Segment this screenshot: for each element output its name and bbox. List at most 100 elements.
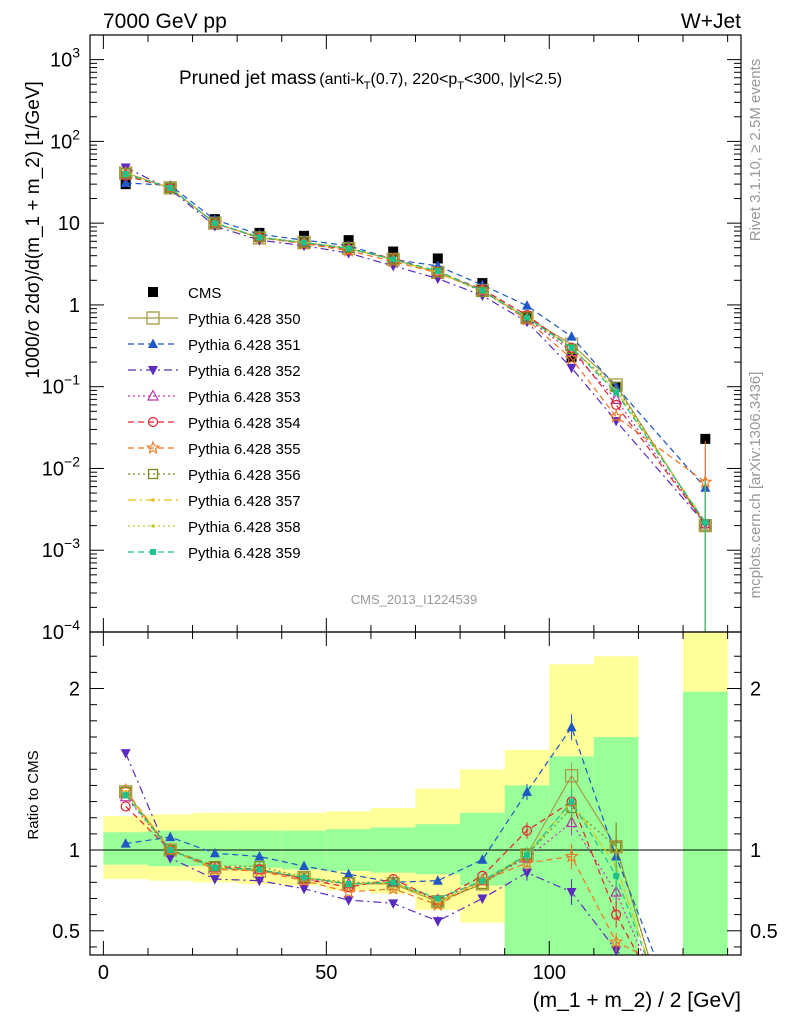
legend-label-7: Pythia 6.428 356 [188, 467, 301, 484]
ratio-ytick-label-right-0: 0.5 [750, 921, 778, 943]
ratio-point-5-5 [341, 884, 356, 899]
ratio-ytick-label-1: 1 [69, 840, 80, 862]
band-green-12 [683, 691, 728, 955]
legend-marker-4 [147, 389, 159, 401]
legend-marker-2 [148, 338, 158, 348]
legend-item-6: Pythia 6.428 355 [128, 440, 301, 458]
legend-marker-1 [146, 311, 160, 325]
point-3-10 [566, 363, 577, 374]
legend-marker-10 [150, 549, 156, 555]
ratio-line-4 [125, 800, 639, 955]
legend-item-4: Pythia 6.428 353 [128, 389, 301, 406]
legend-label-2: Pythia 6.428 351 [188, 337, 301, 354]
point-10-12 [702, 519, 709, 526]
ratio-point-2-9 [521, 868, 532, 879]
ratio-point-2-1 [165, 854, 176, 864]
chart-title: Pruned jet mass (anti-kT(0.7), 220<pT<300… [179, 68, 562, 92]
legend-item-2: Pythia 6.428 351 [128, 337, 301, 354]
title-main: Pruned jet mass [179, 68, 316, 89]
legend-label-8: Pythia 6.428 357 [188, 493, 301, 510]
ratio-point-3-10 [565, 815, 578, 828]
point-7-6 [388, 254, 399, 265]
ratio-point-4-11 [611, 909, 622, 920]
rivet-label: Rivet 3.1.10, ≥ 2.5M events [747, 59, 764, 242]
legend-item-3: Pythia 6.428 352 [128, 363, 301, 380]
point-0-6 [388, 246, 399, 257]
header-left: 7000 GeV pp [103, 10, 227, 33]
point-2-9 [521, 300, 532, 310]
point-10-10 [568, 344, 575, 351]
series-10 [122, 170, 709, 632]
legend-marker-5 [147, 416, 159, 428]
legend-item-5: Pythia 6.428 354 [128, 415, 301, 432]
ratio-point-9-0 [122, 792, 129, 799]
x-tick-label-1: 50 [315, 962, 337, 984]
point-2-10 [566, 331, 577, 341]
point-10-6 [390, 256, 397, 263]
band-green-7 [415, 824, 461, 875]
legend: CMS Pythia 6.428 350 Pythia 6.428 351 Pythi… [128, 285, 301, 562]
point-10-5 [345, 245, 352, 252]
watermark: CMS_2013_I1224539 [351, 592, 478, 607]
legend-item-0: CMS [148, 285, 221, 302]
ratio-point-2-8 [477, 894, 488, 904]
ratio-point-5-10 [564, 849, 579, 863]
point-6-11 [608, 409, 624, 423]
ratio-series-group [118, 714, 656, 955]
ratio-point-1-9 [521, 786, 532, 796]
ratio-point-1-7 [432, 875, 443, 885]
ratio-point-1-5 [343, 868, 354, 879]
point-7-3 [254, 231, 265, 242]
mcplots-label: mcplots.cern.ch [arXiv:1306.3436] [747, 372, 764, 599]
ratio-line-9 [125, 794, 646, 955]
legend-marker-0 [148, 287, 158, 297]
ratio-series-9 [122, 788, 646, 955]
ratio-point-2-6 [388, 899, 399, 909]
ratio-point-5-9 [519, 855, 535, 870]
ratio-point-9-1 [167, 847, 174, 854]
title-detail: (anti-kT(0.7), 220<pT<300, |y|<2.5) [319, 71, 562, 92]
ratio-point-1-0 [120, 838, 131, 848]
ratio-ytick-label-2: 2 [69, 679, 80, 701]
legend-marker-8 [151, 498, 155, 502]
ratio-point-6-1 [165, 844, 176, 856]
point-7-7 [432, 267, 443, 278]
point-7-1 [165, 182, 176, 194]
ratio-point-9-7 [434, 895, 441, 902]
ratio-point-9-11 [613, 872, 620, 879]
legend-label-0: CMS [188, 285, 221, 302]
point-10-8 [479, 287, 486, 294]
point-10-2 [211, 220, 218, 227]
x-axis-label: (m_1 + m_2) / 2 [GeV] [533, 989, 741, 1012]
ratio-series-1 [120, 714, 656, 955]
ratio-point-2-10 [566, 888, 577, 898]
point-7-10 [566, 343, 577, 355]
legend-label-3: Pythia 6.428 352 [188, 363, 301, 380]
legend-item-9: Pythia 6.428 358 [128, 519, 301, 536]
ratio-point-2-4 [299, 884, 310, 895]
main-ytick-label-5: 10 [58, 213, 80, 235]
point-7-9 [521, 312, 533, 323]
ratio-line-5 [125, 789, 645, 955]
ratio-point-9-3 [256, 866, 263, 873]
point-7-2 [209, 218, 220, 229]
ratio-line-3 [125, 796, 644, 955]
x-tick-label-0: 0 [98, 962, 109, 984]
ratio-point-2-2 [209, 875, 220, 885]
point-10-9 [523, 314, 530, 321]
main-ytick-label-0: 10−4 [42, 617, 80, 644]
legend-label-4: Pythia 6.428 353 [188, 389, 301, 406]
ratio-point-2-3 [254, 876, 265, 887]
point-10-11 [613, 389, 620, 396]
legend-item-10: Pythia 6.428 359 [128, 545, 301, 562]
point-6-10 [564, 351, 579, 365]
legend-marker-3 [148, 366, 158, 376]
point-10-4 [301, 239, 308, 246]
main-ytick-label-7: 103 [50, 45, 80, 72]
ratio-point-1-10 [566, 721, 577, 732]
legend-item-8: Pythia 6.428 357 [128, 493, 301, 510]
ratio-point-2-0 [120, 749, 131, 759]
ratio-point-9-6 [390, 879, 397, 886]
point-4-11 [610, 392, 623, 404]
ratio-point-9-2 [211, 864, 218, 871]
